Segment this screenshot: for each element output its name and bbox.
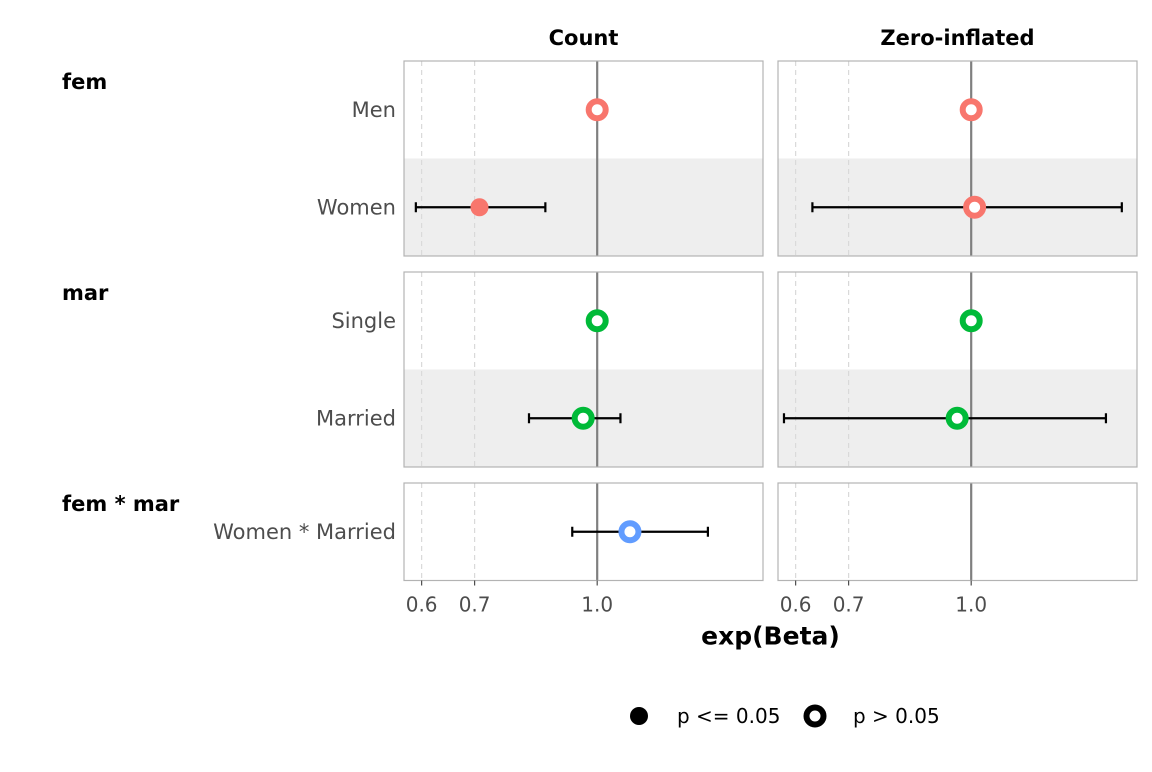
facet-title-zero-inflated: Zero-inflated bbox=[880, 26, 1034, 50]
panel-bg-fem-mar-zero-inflated bbox=[778, 483, 1137, 581]
group-label-fem: fem bbox=[62, 70, 107, 94]
panel-border-fem-count bbox=[403, 60, 764, 257]
point-single-zero-inflated bbox=[959, 309, 983, 333]
point-men-zero-inflated bbox=[959, 98, 983, 122]
term-label-women-married: Women * Married bbox=[213, 520, 396, 544]
term-label-men: Men bbox=[352, 98, 396, 122]
point-married-zero-inflated bbox=[945, 406, 969, 430]
x-tick-label-0-6-zero-inflated: 0.6 bbox=[780, 593, 812, 617]
point-single-count bbox=[585, 309, 609, 333]
legend-symbol-p-0-05 bbox=[803, 704, 827, 728]
term-label-single: Single bbox=[331, 309, 396, 333]
panel-border-fem-mar-count bbox=[403, 482, 764, 582]
legend-label-p-0-05: p <= 0.05 bbox=[677, 704, 780, 728]
panel-border-fem-mar-zero-inflated bbox=[777, 482, 1138, 582]
x-tick-label-1-count: 1.0 bbox=[581, 593, 613, 617]
x-tick-label-0-6-count: 0.6 bbox=[406, 593, 438, 617]
x-tick-label-0-7-zero-inflated: 0.7 bbox=[833, 593, 865, 617]
legend-symbol-p-0-05 bbox=[630, 707, 648, 725]
panel-border-mar-count bbox=[403, 271, 764, 468]
point-men-count bbox=[585, 98, 609, 122]
point-women-count bbox=[470, 198, 489, 217]
x-tick-label-0-7-count: 0.7 bbox=[459, 593, 491, 617]
x-axis-title: exp(Beta) bbox=[701, 622, 840, 651]
x-tick-label-1-zero-inflated: 1.0 bbox=[955, 593, 987, 617]
point-married-count bbox=[571, 406, 595, 430]
panel-border-mar-zero-inflated bbox=[777, 271, 1138, 468]
panel-border-fem-zero-inflated bbox=[777, 60, 1138, 257]
group-label-fem-mar: fem * mar bbox=[62, 492, 180, 516]
term-label-women: Women bbox=[317, 195, 396, 219]
term-label-married: Married bbox=[316, 406, 396, 430]
point-women-married-count bbox=[618, 520, 642, 544]
legend-label-p-0-05: p > 0.05 bbox=[853, 704, 940, 728]
facet-title-count: Count bbox=[549, 26, 619, 50]
point-women-zero-inflated bbox=[963, 195, 987, 219]
group-label-mar: mar bbox=[62, 281, 109, 305]
